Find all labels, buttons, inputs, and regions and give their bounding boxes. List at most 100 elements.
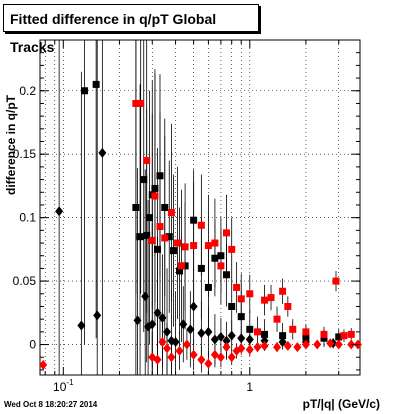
red-square-point xyxy=(177,262,185,270)
black-diamond-point xyxy=(237,333,246,344)
black-square-point xyxy=(222,271,230,279)
red-diamond-point xyxy=(334,339,343,350)
black-square-point xyxy=(165,233,173,241)
black-square-point xyxy=(136,233,144,241)
red-diamond-point xyxy=(313,339,322,350)
error-bars xyxy=(58,40,359,375)
red-square-point xyxy=(273,315,281,323)
black-diamond-point xyxy=(148,319,157,330)
y-tick-label: 0 xyxy=(29,338,36,352)
red-square-point xyxy=(289,325,297,333)
black-diamond-point xyxy=(77,320,86,331)
red-square-point xyxy=(222,229,230,237)
black-diamond-point xyxy=(227,330,236,341)
red-square-point xyxy=(253,328,261,336)
red-square-point xyxy=(211,239,219,247)
red-square-point xyxy=(320,330,328,338)
black-square-point xyxy=(320,334,328,342)
red-diamond-point xyxy=(189,349,198,360)
black-square-point xyxy=(151,184,159,192)
red-diamond-point xyxy=(227,352,236,363)
red-square-point xyxy=(204,242,212,250)
black-square-point xyxy=(204,283,212,291)
chart-title: Fitted difference in q/pT Global Tracks xyxy=(3,4,259,55)
red-square-point xyxy=(279,287,287,295)
black-diamond-point xyxy=(163,326,172,337)
black-square-point xyxy=(237,313,245,321)
black-diamond-point xyxy=(186,324,195,335)
red-square-point xyxy=(190,242,198,250)
red-square-point xyxy=(174,239,182,247)
black-square-point xyxy=(92,80,100,88)
red-square-point xyxy=(143,157,151,165)
y-tick-label: 0.15 xyxy=(13,147,37,161)
red-square-point xyxy=(197,221,205,229)
red-square-point xyxy=(137,99,145,107)
black-diamond-point xyxy=(260,335,269,346)
black-diamond-point xyxy=(278,337,287,348)
black-square-point xyxy=(153,245,161,253)
red-square-point xyxy=(151,192,159,200)
red-square-point xyxy=(347,330,355,338)
black-square-point xyxy=(335,333,343,341)
black-square-point xyxy=(246,325,254,333)
black-square-point xyxy=(228,302,236,310)
black-diamond-point xyxy=(93,310,102,321)
black-square-point xyxy=(302,333,310,341)
red-diamond-point xyxy=(326,338,335,349)
red-square-point xyxy=(161,234,169,242)
x-tick-label: 10-1 xyxy=(53,378,74,394)
red-square-point xyxy=(167,209,175,217)
black-diamond-point xyxy=(133,315,142,326)
black-square-point xyxy=(279,332,287,340)
black-diamond-point xyxy=(245,334,254,345)
black-square-point xyxy=(143,231,151,239)
red-square-point xyxy=(132,99,140,107)
black-square-point xyxy=(197,264,205,272)
black-square-point xyxy=(217,252,225,260)
black-diamond-point xyxy=(55,206,64,217)
x-tick-label: 1 xyxy=(246,380,253,394)
red-diamond-point xyxy=(204,358,213,369)
black-square-point xyxy=(211,254,219,262)
red-square-point xyxy=(228,245,236,253)
black-diamond-point xyxy=(204,326,213,337)
black-square-point xyxy=(261,330,269,338)
red-square-point xyxy=(340,332,348,340)
red-square-point xyxy=(237,295,245,303)
red-diamond-point xyxy=(283,340,292,351)
red-diamond-point xyxy=(293,342,302,353)
red-diamond-point xyxy=(153,354,162,365)
y-tick-label: 0.05 xyxy=(13,274,37,288)
black-diamond-point xyxy=(153,307,162,318)
black-square-point xyxy=(140,176,148,184)
black-square-point xyxy=(181,262,189,270)
red-diamond-point xyxy=(175,345,184,356)
red-diamond-point xyxy=(216,352,225,363)
black-diamond-point xyxy=(171,337,180,348)
axis-ticks: 0 0.05 0.1 0.15 0.2 10-1 1 xyxy=(13,40,360,394)
x-axis-label: pT/|q| (GeV/c) xyxy=(302,397,380,411)
black-diamond-point xyxy=(189,301,198,312)
red-diamond-point xyxy=(210,349,219,360)
red-diamond-point xyxy=(182,339,191,350)
y-tick-label: 0.1 xyxy=(19,211,36,225)
red-square-point xyxy=(233,283,241,291)
black-diamond-point xyxy=(216,331,225,342)
red-diamond-point xyxy=(197,354,206,365)
black-diamond-point xyxy=(179,319,188,330)
plot-frame xyxy=(39,39,361,376)
data-markers xyxy=(39,80,362,370)
black-square-point xyxy=(176,267,184,275)
red-diamond-point xyxy=(163,343,172,354)
red-diamond-point xyxy=(253,342,262,353)
red-diamond-point xyxy=(222,342,231,353)
timestamp: Wed Oct 8 18:20:27 2014 xyxy=(4,400,98,409)
red-diamond-point xyxy=(301,339,310,350)
black-square-point xyxy=(170,247,178,255)
red-square-point xyxy=(156,223,164,231)
red-square-point xyxy=(302,328,310,336)
red-diamond-point xyxy=(39,359,48,370)
